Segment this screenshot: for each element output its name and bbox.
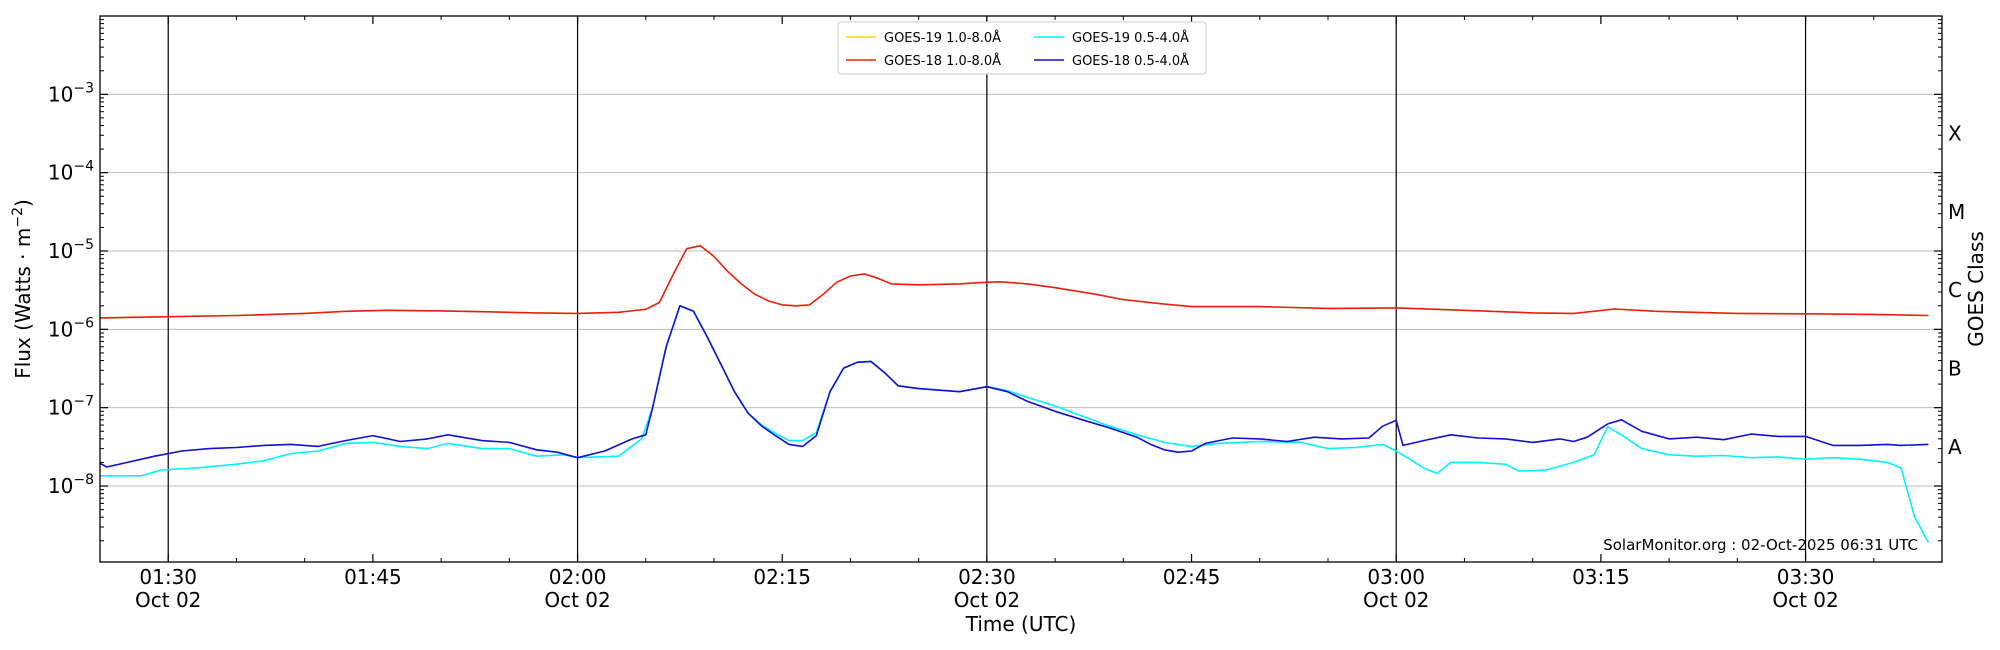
y-tick-label: 10−6: [48, 315, 94, 341]
y-tick-label-base: 10: [48, 161, 73, 185]
y-tick-label-exponent: −7: [73, 394, 94, 410]
y-tick-label-exponent: −4: [73, 159, 94, 175]
y-tick-label-base: 10: [48, 396, 73, 420]
y-tick-label-base: 10: [48, 239, 73, 263]
x-tick-time-label: 01:30: [139, 565, 197, 589]
legend-box: [837, 21, 1207, 75]
y-tick-label: 10−7: [48, 394, 94, 420]
goes-class-label: M: [1948, 200, 1965, 224]
y-tick-label: 10−5: [48, 237, 94, 263]
series-line: [99, 244, 1929, 319]
y-axis-label-main: Flux (Watts · m: [11, 228, 35, 379]
series-line: [99, 305, 1929, 468]
x-tick-date-label: Oct 02: [1772, 588, 1838, 612]
goes-class-label: C: [1948, 278, 1962, 302]
legend-label: GOES-18 0.5-4.0Å: [1072, 53, 1189, 69]
x-tick-time-label: 02:45: [1163, 565, 1221, 589]
x-tick-date-label: Oct 02: [954, 588, 1020, 612]
y-axis-label-superscript: −2: [10, 207, 26, 228]
right-axis-label: GOES Class: [1964, 231, 1988, 347]
series-line: [100, 305, 1930, 543]
grid-layer: [100, 16, 1942, 562]
legend-label: GOES-19 1.0-8.0Å: [884, 30, 1001, 46]
series-layer: [99, 244, 1930, 543]
x-tick-date-label: Oct 02: [135, 588, 201, 612]
y-tick-label-exponent: −6: [73, 315, 94, 331]
plot-frame: [99, 15, 1943, 563]
y-axis-label-close: ): [11, 199, 35, 207]
y-tick-label: 10−3: [48, 80, 94, 106]
y-tick-label-base: 10: [48, 317, 73, 341]
x-axis-label: Time (UTC): [965, 612, 1077, 636]
x-tick-time-label: 01:45: [344, 565, 402, 589]
y-tick-label: 10−4: [48, 159, 94, 185]
y-tick-label-base: 10: [48, 474, 73, 498]
legend-entries: GOES-19 1.0-8.0Å GOES-18 1.0-8.0Å GOES-19 …: [846, 30, 1189, 69]
y-axis-label: Flux (Watts · m−2): [10, 199, 35, 379]
y-tick-label-exponent: −3: [73, 80, 94, 96]
x-tick-time-label: 02:30: [958, 565, 1016, 589]
x-tick-time-label: 02:15: [753, 565, 811, 589]
y-tick-label-exponent: −5: [73, 237, 94, 253]
y-tick-label-base: 10: [48, 82, 73, 106]
y-tick-label-exponent: −8: [73, 472, 94, 488]
x-tick-date-label: Oct 02: [1363, 588, 1429, 612]
legend: GOES-19 1.0-8.0Å GOES-18 1.0-8.0Å GOES-19 …: [837, 21, 1207, 75]
goes-class-label: A: [1948, 435, 1962, 459]
legend-label: GOES-18 1.0-8.0Å: [884, 53, 1001, 69]
x-tick-time-label: 03:00: [1367, 565, 1425, 589]
x-tick-date-label: Oct 02: [544, 588, 610, 612]
x-tick-time-label: 03:30: [1777, 565, 1835, 589]
goes-class-label: X: [1948, 122, 1962, 146]
y-tick-label: 10−8: [48, 472, 94, 498]
source-annotation: SolarMonitor.org : 02-Oct-2025 06:31 UTC: [1603, 536, 1918, 554]
x-tick-time-label: 02:00: [549, 565, 607, 589]
x-tick-time-label: 03:15: [1572, 565, 1630, 589]
legend-label: GOES-19 0.5-4.0Å: [1072, 30, 1189, 46]
goes-class-label: B: [1948, 357, 1962, 381]
